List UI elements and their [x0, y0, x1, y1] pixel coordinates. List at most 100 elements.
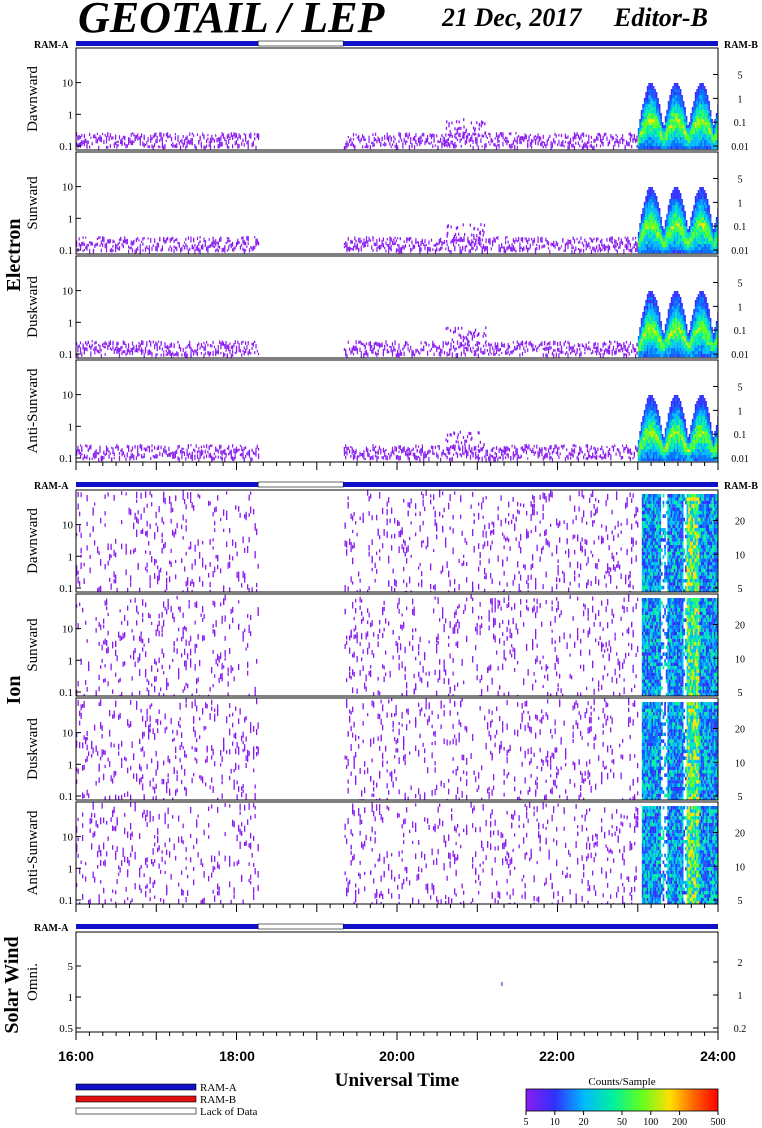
section-label-ion: Ion [3, 676, 25, 705]
left-tick-label: 0.1 [59, 791, 73, 803]
panel-ylabel: Anti-Sunward [25, 810, 41, 895]
right-tick-label: 10 [735, 550, 745, 561]
colorbar-tick-label: 20 [579, 1117, 589, 1128]
panel-solar_wind-omni-: Omni. 0.5 1 5 0.2 1 2 [25, 931, 746, 1040]
panel-frame [75, 931, 719, 1033]
colorbar-tick-label: 500 [711, 1117, 726, 1128]
left-tick-label: 10 [62, 182, 74, 194]
panel-electron-anti-sunward: Anti-Sunward 0.1 1 10 0.01 0.1 1 5 [25, 359, 749, 470]
right-tick-label: 20 [735, 829, 745, 840]
right-tick-label: 20 [735, 517, 745, 528]
right-tick-label: 0.01 [731, 142, 749, 153]
colorbar-tick-label: 10 [550, 1117, 560, 1128]
left-tick-label: 10 [62, 520, 74, 532]
right-tick-label: 0.1 [734, 326, 747, 337]
x-axis-label: Universal Time [335, 1070, 459, 1091]
panel-ylabel: Duskward [25, 276, 41, 338]
right-tick-label: 5 [738, 71, 743, 82]
ram-status-bars [76, 40, 718, 930]
spectrogram-cells [76, 490, 718, 592]
time-tick-label: 24:00 [700, 1048, 736, 1064]
spectrogram-cells [501, 982, 503, 986]
panel-frame [75, 255, 719, 359]
spectrogram-cells [76, 187, 718, 254]
spectrogram-cells [76, 395, 718, 462]
ram-a-segment [76, 41, 259, 46]
right-tick-label: 5 [738, 896, 743, 907]
right-tick-label: 20 [735, 725, 745, 736]
legend-label-ram-b: RAM-B [200, 1094, 236, 1106]
right-tick-label: 20 [735, 621, 745, 632]
left-tick-label: 0.1 [59, 687, 73, 699]
ram-a-segment [343, 482, 718, 487]
spectrogram-panels: Dawnward 0.1 1 10 0.01 0.1 1 5 Sunward 0.1 1 10 0.01… [25, 47, 749, 1040]
left-tick-label: 1 [68, 317, 74, 329]
right-tick-label: 1 [738, 991, 743, 1002]
left-tick-label: 0.1 [59, 349, 73, 361]
panel-ion-duskward: Duskward 0.1 1 10 5 10 20 [25, 697, 745, 803]
time-tick-label: 18:00 [219, 1048, 255, 1064]
right-tick-label: 10 [735, 758, 745, 769]
right-tick-label: 0.1 [734, 222, 747, 233]
ram-a-label-solar-wind: RAM-A [34, 923, 69, 934]
ram-b-label-ion: RAM-B [724, 481, 758, 492]
panel-frame [75, 359, 719, 463]
spectrogram-cells [76, 291, 718, 358]
right-tick-label: 0.1 [734, 118, 747, 129]
panel-ylabel: Sunward [25, 176, 41, 230]
right-tick-label: 5 [738, 383, 743, 394]
panel-ylabel: Dawnward [25, 66, 41, 132]
panel-frame [75, 47, 719, 151]
colorbar-title: Counts/Sample [588, 1076, 655, 1088]
time-tick-label: 20:00 [379, 1048, 415, 1064]
right-tick-label: 1 [738, 406, 743, 417]
right-tick-label: 10 [735, 862, 745, 873]
left-tick-label: 1 [68, 551, 74, 563]
left-tick-label: 1 [68, 109, 74, 121]
left-tick-label: 1 [68, 421, 74, 433]
left-tick-label: 0.1 [59, 583, 73, 595]
panel-frame [75, 489, 719, 593]
panel-frame [75, 151, 719, 255]
right-tick-label: 5 [738, 792, 743, 803]
time-axis: 16:00 18:00 20:00 22:00 24:00 [58, 1048, 736, 1064]
right-tick-label: 0.01 [731, 454, 749, 465]
panel-electron-sunward: Sunward 0.1 1 10 0.01 0.1 1 5 [25, 151, 749, 257]
left-tick-label: 1 [68, 992, 74, 1004]
left-tick-label: 0.1 [59, 245, 73, 257]
left-tick-label: 1 [68, 863, 74, 875]
ram-a-segment [76, 482, 259, 487]
ram-a-label-ion: RAM-A [34, 481, 69, 492]
left-tick-label: 0.1 [59, 141, 73, 153]
legend-label-lack: Lack of Data [200, 1106, 258, 1118]
panel-frame [75, 697, 719, 801]
right-tick-label: 1 [738, 94, 743, 105]
left-tick-label: 10 [62, 728, 74, 740]
right-tick-label: 0.1 [734, 430, 747, 441]
left-tick-label: 0.5 [59, 1023, 73, 1035]
panel-ion-dawnward: Dawnward 0.1 1 10 5 10 20 [25, 489, 745, 595]
plot-editor: Editor-B [613, 3, 708, 32]
left-tick-label: 1 [68, 213, 74, 225]
colorbar-ticks: 5 10 20 50 100 200 500 [524, 1111, 726, 1128]
ram-b-label-electron: RAM-B [724, 40, 758, 51]
time-tick-label: 22:00 [539, 1048, 575, 1064]
left-tick-label: 10 [62, 78, 74, 90]
panel-ion-sunward: Sunward 0.1 1 10 5 10 20 [25, 593, 745, 699]
colorbar [525, 1088, 719, 1112]
lack-of-data-segment [257, 40, 344, 47]
ram-a-label-electron: RAM-A [34, 40, 69, 51]
left-tick-label: 5 [68, 961, 74, 973]
colorbar-tick-label: 200 [672, 1117, 687, 1128]
plot-date: 21 Dec, 2017 [441, 3, 582, 32]
spectrogram-cells [76, 802, 718, 904]
left-tick-label: 1 [68, 759, 74, 771]
right-tick-label: 5 [738, 688, 743, 699]
panel-ylabel: Duskward [25, 718, 41, 780]
left-tick-label: 10 [62, 624, 74, 636]
legend-swatch-ram-a [75, 1083, 197, 1091]
left-tick-label: 10 [62, 832, 74, 844]
ram-a-segment [76, 924, 259, 929]
colorbar-tick-label: 50 [617, 1117, 627, 1128]
right-tick-label: 5 [738, 584, 743, 595]
